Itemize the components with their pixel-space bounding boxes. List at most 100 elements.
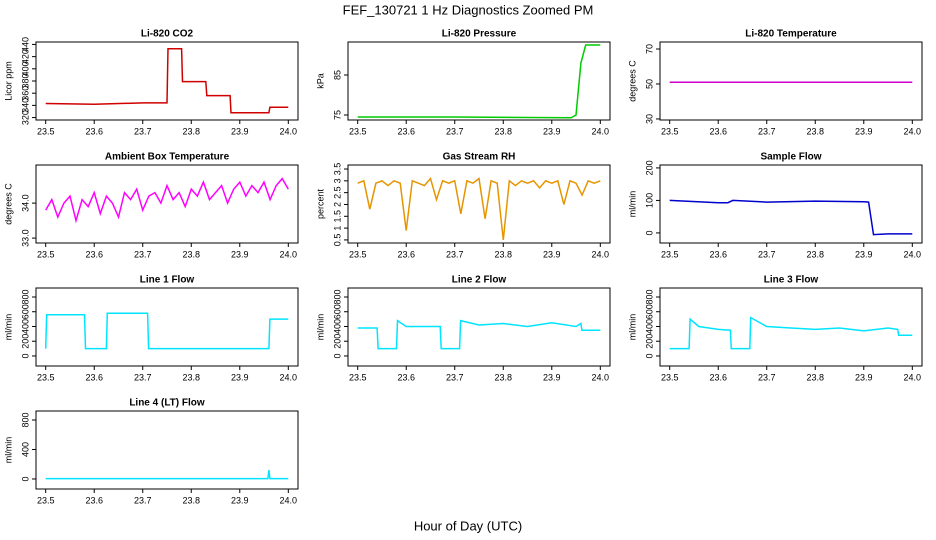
- x-tick-label: 23.7: [758, 126, 776, 136]
- y-tick-label: 320: [20, 110, 30, 125]
- panel-title: Line 3 Flow: [764, 275, 819, 286]
- y-tick-label: 200: [644, 334, 654, 349]
- y-tick-label: 600: [20, 304, 30, 319]
- y-axis-label: Licor ppm: [3, 61, 13, 101]
- data-line: [357, 44, 601, 119]
- x-tick-label: 23.6: [85, 495, 103, 505]
- x-tick-label: 23.9: [231, 126, 249, 136]
- x-tick-label: 23.8: [494, 126, 512, 136]
- plot-box: [35, 164, 299, 244]
- y-axis-label: ml/min: [3, 437, 13, 464]
- panel-title: Li-820 Temperature: [745, 29, 837, 40]
- x-tick-label: 24.0: [904, 126, 922, 136]
- y-axis-label: percent: [315, 188, 325, 219]
- data-line: [45, 470, 289, 480]
- x-tick-label: 23.6: [709, 372, 727, 382]
- x-tick-label: 23.5: [661, 126, 679, 136]
- x-tick-label: 23.6: [709, 126, 727, 136]
- y-tick-label: 440: [20, 37, 30, 52]
- x-tick-label: 23.7: [134, 249, 152, 259]
- y-axis-label: degrees C: [627, 60, 637, 102]
- x-tick-label: 23.9: [231, 372, 249, 382]
- y-tick-label: 100: [644, 193, 654, 208]
- y-tick-label: 400: [20, 61, 30, 76]
- figure-title: FEF_130721 1 Hz Diagnostics Zoomed PM: [343, 2, 594, 17]
- y-tick-label: 360: [20, 86, 30, 101]
- data-line: [669, 199, 913, 236]
- plot-box: [659, 287, 923, 367]
- x-tick-label: 23.9: [543, 126, 561, 136]
- x-tick-label: 23.6: [397, 372, 415, 382]
- x-tick-label: 23.9: [855, 126, 873, 136]
- x-tick-label: 24.0: [280, 126, 298, 136]
- x-tick-label: 23.9: [855, 372, 873, 382]
- plot-box: [35, 410, 299, 490]
- data-line: [45, 47, 289, 114]
- panel-title: Line 4 (LT) Flow: [129, 398, 205, 409]
- y-tick-label: 420: [20, 49, 30, 64]
- y-tick-label: 0: [332, 353, 342, 358]
- x-tick-label: 23.8: [494, 249, 512, 259]
- x-tick-label: 23.7: [446, 249, 464, 259]
- y-tick-label: 400: [644, 319, 654, 334]
- y-tick-label: 400: [332, 319, 342, 334]
- plot-box: [659, 164, 923, 244]
- panel-title: Li-820 CO2: [141, 29, 194, 40]
- panel-title: Line 1 Flow: [140, 275, 195, 286]
- y-tick-label: 800: [20, 412, 30, 427]
- y-tick-label: 200: [332, 334, 342, 349]
- y-tick-label: 0: [20, 476, 30, 481]
- x-tick-label: 23.9: [231, 249, 249, 259]
- x-tick-label: 23.8: [182, 249, 200, 259]
- data-line: [44, 312, 289, 350]
- y-tick-label: 2.5: [332, 186, 342, 199]
- y-tick-label: 800: [332, 289, 342, 304]
- x-tick-label: 23.7: [758, 372, 776, 382]
- panel-title: Li-820 Pressure: [442, 29, 517, 40]
- x-tick-label: 23.7: [446, 126, 464, 136]
- x-tick-label: 23.6: [709, 249, 727, 259]
- x-tick-label: 23.8: [182, 372, 200, 382]
- data-line: [357, 176, 601, 240]
- x-tick-label: 24.0: [904, 249, 922, 259]
- x-tick-label: 23.5: [661, 372, 679, 382]
- y-axis-label: ml/min: [627, 314, 637, 341]
- x-tick-label: 23.6: [397, 126, 415, 136]
- y-tick-label: 200: [20, 334, 30, 349]
- x-tick-label: 23.9: [855, 249, 873, 259]
- y-tick-label: 0: [644, 353, 654, 358]
- y-tick-label: 200: [644, 160, 654, 175]
- data-line: [669, 316, 913, 350]
- x-tick-label: 23.5: [37, 372, 55, 382]
- y-tick-label: 400: [20, 319, 30, 334]
- x-tick-label: 23.5: [661, 249, 679, 259]
- x-tick-label: 23.9: [543, 249, 561, 259]
- data-line: [45, 177, 289, 224]
- x-tick-label: 23.5: [349, 372, 367, 382]
- y-tick-label: 2: [332, 202, 342, 207]
- x-tick-label: 23.5: [37, 126, 55, 136]
- x-tick-label: 24.0: [592, 126, 610, 136]
- y-tick-label: 800: [644, 289, 654, 304]
- y-tick-label: 340: [20, 98, 30, 113]
- x-tick-label: 23.5: [37, 495, 55, 505]
- y-tick-label: 600: [332, 304, 342, 319]
- y-tick-label: 75: [332, 110, 342, 120]
- x-tick-label: 23.8: [806, 249, 824, 259]
- x-tick-label: 23.5: [37, 249, 55, 259]
- y-tick-label: 0: [20, 353, 30, 358]
- y-tick-label: 3.5: [332, 163, 342, 176]
- x-tick-label: 23.7: [134, 126, 152, 136]
- x-tick-label: 23.6: [397, 249, 415, 259]
- x-tick-label: 23.7: [134, 495, 152, 505]
- y-axis-label: kPa: [315, 73, 325, 89]
- x-tick-label: 23.9: [231, 495, 249, 505]
- y-tick-label: 70: [644, 44, 654, 54]
- x-tick-label: 24.0: [280, 495, 298, 505]
- data-line: [357, 319, 601, 350]
- plot-box: [347, 287, 611, 367]
- panel-title: Line 2 Flow: [452, 275, 507, 286]
- plot-box: [659, 41, 923, 121]
- x-tick-label: 23.7: [446, 372, 464, 382]
- y-tick-label: 600: [644, 304, 654, 319]
